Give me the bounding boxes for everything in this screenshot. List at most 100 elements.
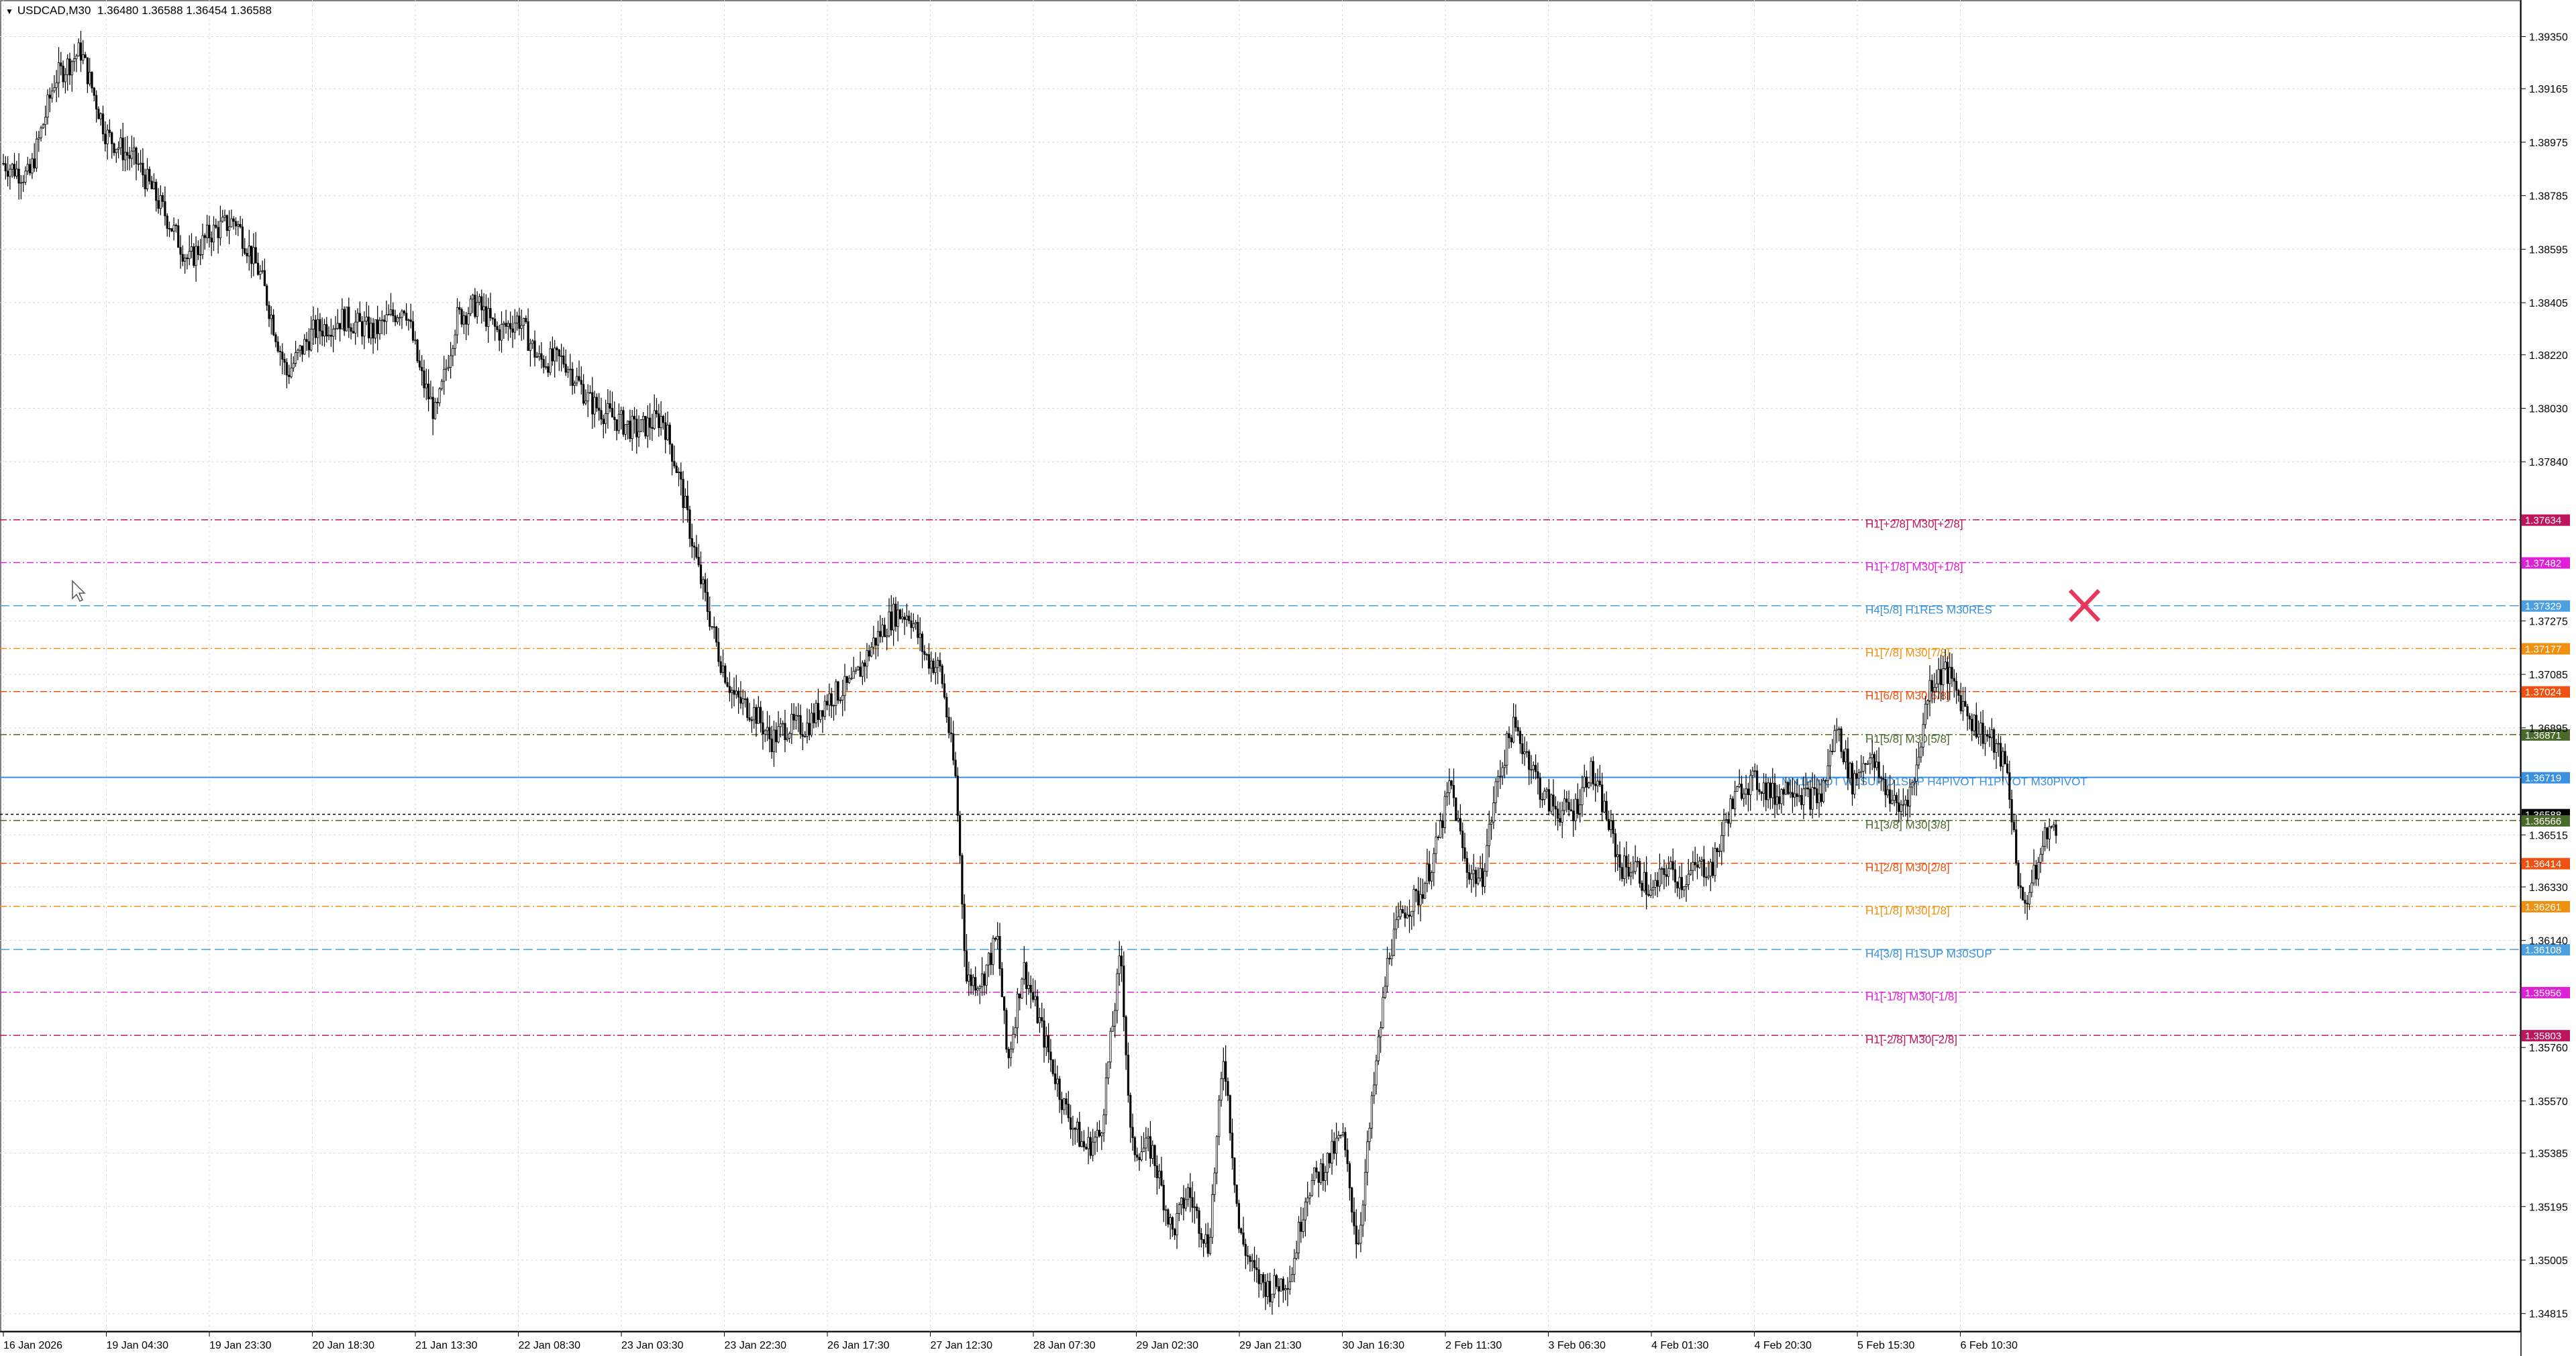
candle-body <box>1218 1100 1221 1137</box>
candle-body <box>808 723 811 735</box>
candle-body <box>1107 1061 1110 1078</box>
candle-body <box>1559 818 1561 823</box>
candle-body <box>925 654 928 656</box>
candle-body <box>396 317 399 323</box>
candle-body <box>978 986 981 989</box>
candle-body <box>1174 1229 1176 1236</box>
candle-body <box>1366 1141 1369 1173</box>
candle-body <box>1944 662 1947 669</box>
candle-body <box>1552 794 1555 806</box>
candle-body <box>266 285 268 306</box>
candle-body <box>1729 798 1732 824</box>
candle-body <box>981 974 984 988</box>
candle-body <box>635 419 638 437</box>
candle-body <box>197 246 200 255</box>
candle-body <box>2021 887 2024 901</box>
candle-body <box>1784 782 1788 795</box>
candle-body <box>879 631 882 637</box>
candle-body <box>760 707 762 723</box>
candle-body <box>205 225 209 238</box>
candle-body <box>1029 984 1032 993</box>
candle-body <box>1019 993 1021 998</box>
y-tick-label: 1.39165 <box>2529 84 2568 95</box>
candle-body <box>1773 782 1776 805</box>
candle-body <box>256 262 260 275</box>
candle-body <box>1182 1198 1185 1209</box>
candle-body <box>376 319 379 334</box>
candle-body <box>1968 715 1971 720</box>
candle-body <box>1426 864 1429 884</box>
candle-body <box>1251 1260 1253 1262</box>
candle-body <box>961 855 964 904</box>
candle-body <box>1235 1184 1238 1204</box>
candle-body <box>996 936 999 940</box>
candle-body <box>121 138 124 160</box>
candle-body <box>1401 909 1404 913</box>
candle-body <box>1716 848 1718 853</box>
close-x-icon[interactable] <box>2068 588 2101 623</box>
candle-body <box>2034 864 2037 880</box>
candle-body <box>86 57 89 85</box>
candle-body <box>1915 764 1918 782</box>
candle-body <box>1045 1035 1047 1048</box>
candle-body <box>232 218 235 222</box>
candle-body <box>1603 800 1606 813</box>
dropdown-triangle-icon[interactable]: ▼ <box>5 7 13 16</box>
candle-body <box>95 95 98 110</box>
candle-body <box>2008 772 2011 800</box>
candle-body <box>823 700 826 717</box>
level-label: H1[2/8] M30[2/8] <box>1865 862 1950 874</box>
candle-body <box>762 722 764 735</box>
candle-body <box>1492 802 1495 823</box>
candle-body <box>1523 751 1526 755</box>
x-tick-label: 29 Jan 21:30 <box>1239 1340 1302 1351</box>
candle-body <box>629 420 631 439</box>
candle-body <box>1955 680 1958 691</box>
x-tick-label: 29 Jan 02:30 <box>1137 1340 1199 1351</box>
candle-body <box>1891 800 1894 804</box>
candle-body <box>1408 915 1411 917</box>
candle-body <box>1104 1078 1107 1116</box>
candle-body <box>690 538 693 547</box>
candle-body <box>864 662 866 667</box>
candle-body <box>1753 770 1756 772</box>
candle-body <box>1098 1130 1101 1137</box>
candle-body <box>1625 855 1628 868</box>
candle-body <box>739 696 742 704</box>
x-tick-label: 26 Jan 17:30 <box>827 1340 890 1351</box>
candle-body <box>1193 1206 1196 1208</box>
candle-body <box>671 444 674 462</box>
candle-body <box>146 168 149 189</box>
level-price-tag <box>2522 514 2570 526</box>
candle-body <box>1474 870 1478 884</box>
level-price-tag <box>2522 1030 2570 1042</box>
candle-body <box>212 225 215 243</box>
candle-body <box>1076 1121 1079 1130</box>
candle-body <box>1939 669 1943 686</box>
candle-body <box>239 223 242 227</box>
candle-body <box>155 181 158 201</box>
candle-body <box>1933 687 1936 692</box>
candle-body <box>600 410 603 420</box>
y-tick-label: 1.37275 <box>2529 616 2568 627</box>
candle-body <box>68 58 71 76</box>
candle-body <box>1820 793 1822 802</box>
candle-body <box>852 670 855 679</box>
candle-body <box>1021 978 1023 998</box>
candle-body <box>784 723 786 740</box>
candle-body <box>768 727 771 739</box>
candle-body <box>75 56 78 60</box>
candle-body <box>1404 912 1406 919</box>
candle-body <box>609 403 611 409</box>
candle-body <box>1922 724 1924 747</box>
candle-body <box>1689 870 1692 875</box>
candle-body <box>1435 837 1437 854</box>
x-tick-label: 6 Feb 10:30 <box>1961 1340 2018 1351</box>
candle-body <box>401 311 403 318</box>
candle-body <box>731 690 733 693</box>
candle-body <box>334 327 337 329</box>
candle-body <box>144 174 146 189</box>
candle-body <box>1271 1294 1274 1302</box>
candle-body <box>290 367 293 377</box>
